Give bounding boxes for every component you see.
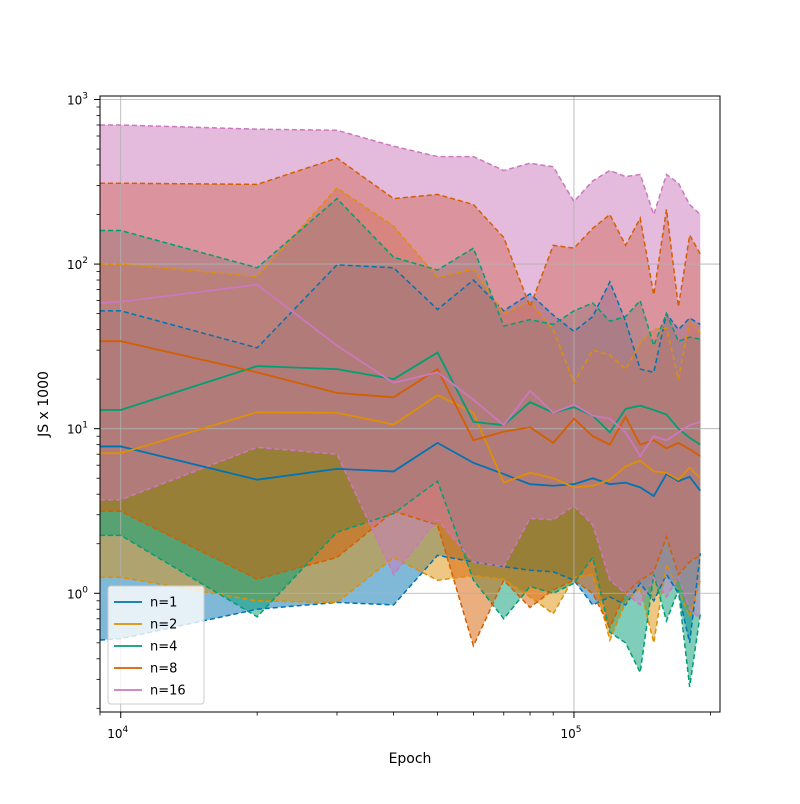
mean-line-n=1 bbox=[100, 441, 702, 498]
confidence-bands bbox=[100, 124, 701, 687]
upper-bound-n=2 bbox=[100, 186, 701, 385]
upper-bound-n=4 bbox=[100, 197, 701, 348]
mean-line-n=4 bbox=[100, 351, 701, 446]
mean-line-n=8 bbox=[100, 340, 701, 458]
y-tick-label: 103 bbox=[67, 91, 88, 107]
bound-lines bbox=[99, 124, 702, 687]
mean-line-n=16 bbox=[99, 283, 701, 458]
legend-box bbox=[107, 585, 205, 705]
mean-lines bbox=[99, 283, 702, 498]
upper-bound-n=16 bbox=[100, 124, 701, 217]
upper-bound-n=8 bbox=[100, 157, 701, 309]
mean-line-n=2 bbox=[100, 394, 701, 489]
legend-label-n=16: n=16 bbox=[150, 684, 186, 699]
x-axis-label: Epoch bbox=[389, 751, 432, 767]
lower-bound-n=8 bbox=[100, 510, 701, 648]
y-tick-label: 101 bbox=[67, 421, 88, 437]
plot-frame bbox=[99, 95, 721, 713]
lower-bound-n=2 bbox=[100, 556, 702, 644]
legend-label-n=2: n=2 bbox=[150, 618, 177, 633]
lower-bound-n=4 bbox=[100, 479, 702, 687]
x-tick-label: 104 bbox=[107, 725, 128, 741]
legend-label-n=8: n=8 bbox=[150, 662, 177, 677]
legend: n=1 n=2 n=4 n=8 n=16 bbox=[107, 585, 205, 705]
y-tick-label: 102 bbox=[67, 256, 88, 272]
y-tick-label: 100 bbox=[67, 585, 88, 601]
upper-bound-n=1 bbox=[100, 264, 701, 374]
x-tick-label: 105 bbox=[560, 725, 581, 741]
legend-label-n=4: n=4 bbox=[150, 640, 177, 655]
band-n=16 bbox=[100, 124, 701, 619]
legend-label-n=1: n=1 bbox=[150, 596, 177, 611]
lower-bound-n=16 bbox=[100, 446, 701, 620]
y-axis-label: JS x 1000 bbox=[36, 371, 52, 438]
lower-bound-n=1 bbox=[99, 553, 702, 643]
